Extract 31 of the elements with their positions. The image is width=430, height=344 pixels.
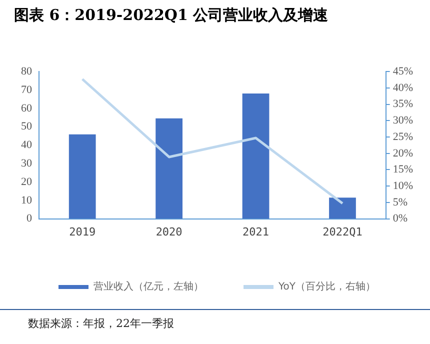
- y-tick-label: 50: [21, 120, 32, 133]
- y2-tick-label: 5%: [392, 196, 408, 208]
- x-tick-label: 2022Q1: [322, 225, 362, 238]
- y-tick-label: 40: [21, 139, 32, 152]
- chart-title: 图表 6：2019-2022Q1 公司营业收入及增速: [14, 6, 328, 25]
- y-tick-label: 10: [21, 194, 32, 206]
- y-tick-label: 70: [21, 84, 32, 96]
- y2-tick-label: 25%: [392, 130, 414, 143]
- bar: [242, 93, 270, 219]
- y2-tick-label: 35%: [392, 98, 414, 110]
- y-tick-label: 80: [21, 65, 32, 78]
- y2-tick-label: 0%: [392, 212, 408, 225]
- y2-tick-label: 10%: [392, 180, 414, 192]
- bar: [329, 198, 356, 219]
- legend-label: YoY（百分比，右轴）: [277, 280, 376, 293]
- x-tick-label: 2020: [156, 225, 182, 238]
- y2-tick-label: 20%: [392, 147, 414, 160]
- y2-tick-label: 45%: [392, 65, 414, 78]
- y2-tick-label: 30%: [392, 114, 414, 127]
- y2-tick-label: 15%: [392, 164, 414, 176]
- source-note: 数据来源：年报，22年一季报: [28, 316, 174, 331]
- legend-label: 营业收入（亿元，左轴）: [93, 280, 204, 293]
- y-tick-label: 20: [21, 176, 32, 188]
- y-tick-label: 0: [26, 212, 32, 225]
- y2-tick-label: 40%: [392, 82, 414, 94]
- x-tick-label: 2019: [69, 225, 96, 238]
- bar: [156, 118, 183, 219]
- bar: [68, 134, 96, 219]
- x-tick-label: 2021: [242, 225, 270, 238]
- y-tick-label: 30: [21, 157, 32, 170]
- y-tick-label: 60: [21, 102, 32, 114]
